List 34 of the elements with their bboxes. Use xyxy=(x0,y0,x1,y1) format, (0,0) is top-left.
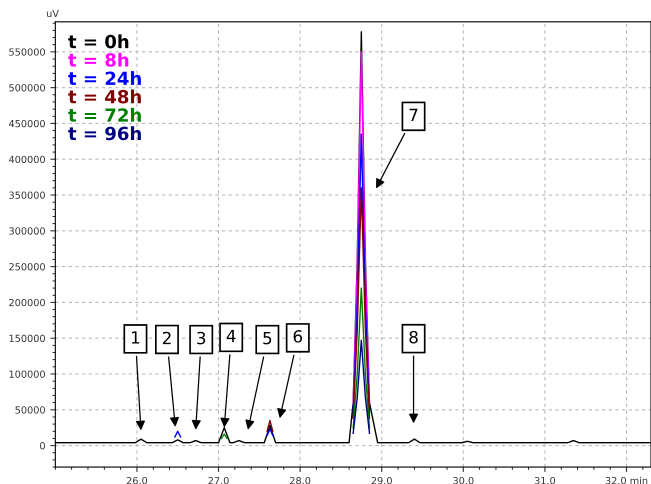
annotation: 6 xyxy=(294,330,302,343)
x-tick-label: 31.0 xyxy=(534,476,556,484)
x-tick-label: 28.0 xyxy=(290,476,310,484)
y-tick-label: 150000 xyxy=(10,334,45,342)
text: t = 24h xyxy=(68,71,141,85)
x-tick-label: 27.0 xyxy=(208,476,229,484)
x-tick-label: 32.0 min xyxy=(606,476,648,484)
y-tick-label: 450000 xyxy=(8,120,45,128)
y-axis-title: uV xyxy=(46,10,59,18)
y-tick-label: 500000 xyxy=(9,84,45,92)
y-tick-label: 100000 xyxy=(10,370,45,378)
annotation: 2 xyxy=(162,332,171,344)
y-tick-label: 300000 xyxy=(9,227,45,235)
x-tick-label: 30.0 xyxy=(453,476,474,484)
x-tick-label: 29.0 xyxy=(372,476,392,484)
y-tick-label: 250000 xyxy=(9,263,45,270)
annotation: 8 xyxy=(409,330,418,344)
annotation: 1 xyxy=(132,331,140,344)
annotation: 7 xyxy=(410,108,418,121)
x-tick-label: 26.0 xyxy=(126,476,148,484)
text: t = 72h xyxy=(68,108,141,122)
text: t = 96h xyxy=(68,126,141,140)
text: t = 48h xyxy=(68,90,141,104)
y-tick-label: 0 xyxy=(40,442,45,450)
y-tick-label: 350000 xyxy=(9,192,45,199)
y-tick-label: 200000 xyxy=(9,298,45,306)
annotation: 3 xyxy=(197,332,206,344)
y-tick-label: 50000 xyxy=(15,406,45,414)
annotation: 5 xyxy=(263,332,272,344)
text: t = 8h xyxy=(68,52,128,67)
y-tick-label: 550000 xyxy=(9,48,45,56)
text: t = 0h xyxy=(68,34,128,48)
y-tick-label: 400000 xyxy=(8,156,45,164)
annotation: 4 xyxy=(226,330,236,342)
